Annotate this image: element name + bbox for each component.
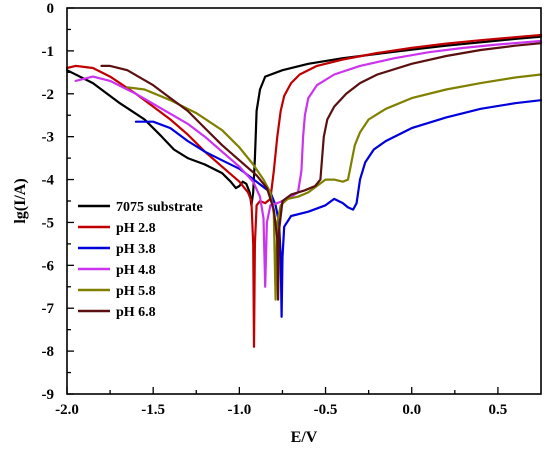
x-tick-label: 0.0 xyxy=(402,402,421,418)
y-axis-ticks: 0 -1 -2 -3 -4 -5 -6 -7 -8 -9 xyxy=(42,1,74,403)
x-tick-label: -0.5 xyxy=(314,402,338,418)
y-tick-label: 0 xyxy=(47,1,55,17)
y-tick-label: -8 xyxy=(42,344,55,360)
legend-label-3: pH 4.8 xyxy=(116,263,156,278)
y-tick-label: -3 xyxy=(42,130,55,146)
x-axis-ticks: -2.0 -1.5 -1.0 -0.5 0.0 0.5 xyxy=(55,387,507,418)
series-line-1 xyxy=(65,33,543,348)
x-tick-label: -1.0 xyxy=(227,402,251,418)
legend: 7075 substrate pH 2.8 pH 3.8 pH 4.8 pH 5.8 pH… xyxy=(78,200,203,320)
series-layer xyxy=(65,33,543,348)
series-line-3 xyxy=(74,39,543,288)
y-tick-label: -6 xyxy=(42,258,55,274)
x-tick-label: -1.5 xyxy=(141,402,165,418)
y-tick-label: -1 xyxy=(42,44,55,60)
y-tick-label: -9 xyxy=(42,387,55,403)
x-tick-label: 0.5 xyxy=(489,402,508,418)
y-tick-label: -7 xyxy=(42,301,55,317)
legend-label-1: pH 2.8 xyxy=(116,221,156,236)
y-tick-label: -2 xyxy=(42,87,55,103)
legend-label-4: pH 5.8 xyxy=(116,284,156,299)
legend-label-5: pH 6.8 xyxy=(116,305,156,320)
series-line-4 xyxy=(126,73,543,301)
y-tick-label: -5 xyxy=(42,215,55,231)
x-axis-title: E/V xyxy=(291,429,318,446)
y-axis-title: lg(I/A) xyxy=(12,178,29,223)
y-tick-label: -4 xyxy=(42,173,55,189)
legend-label-0: 7075 substrate xyxy=(116,200,203,215)
series-line-5 xyxy=(100,42,543,301)
x-tick-label: -2.0 xyxy=(55,402,79,418)
legend-label-2: pH 3.8 xyxy=(116,242,156,257)
series-line-2 xyxy=(134,99,543,318)
